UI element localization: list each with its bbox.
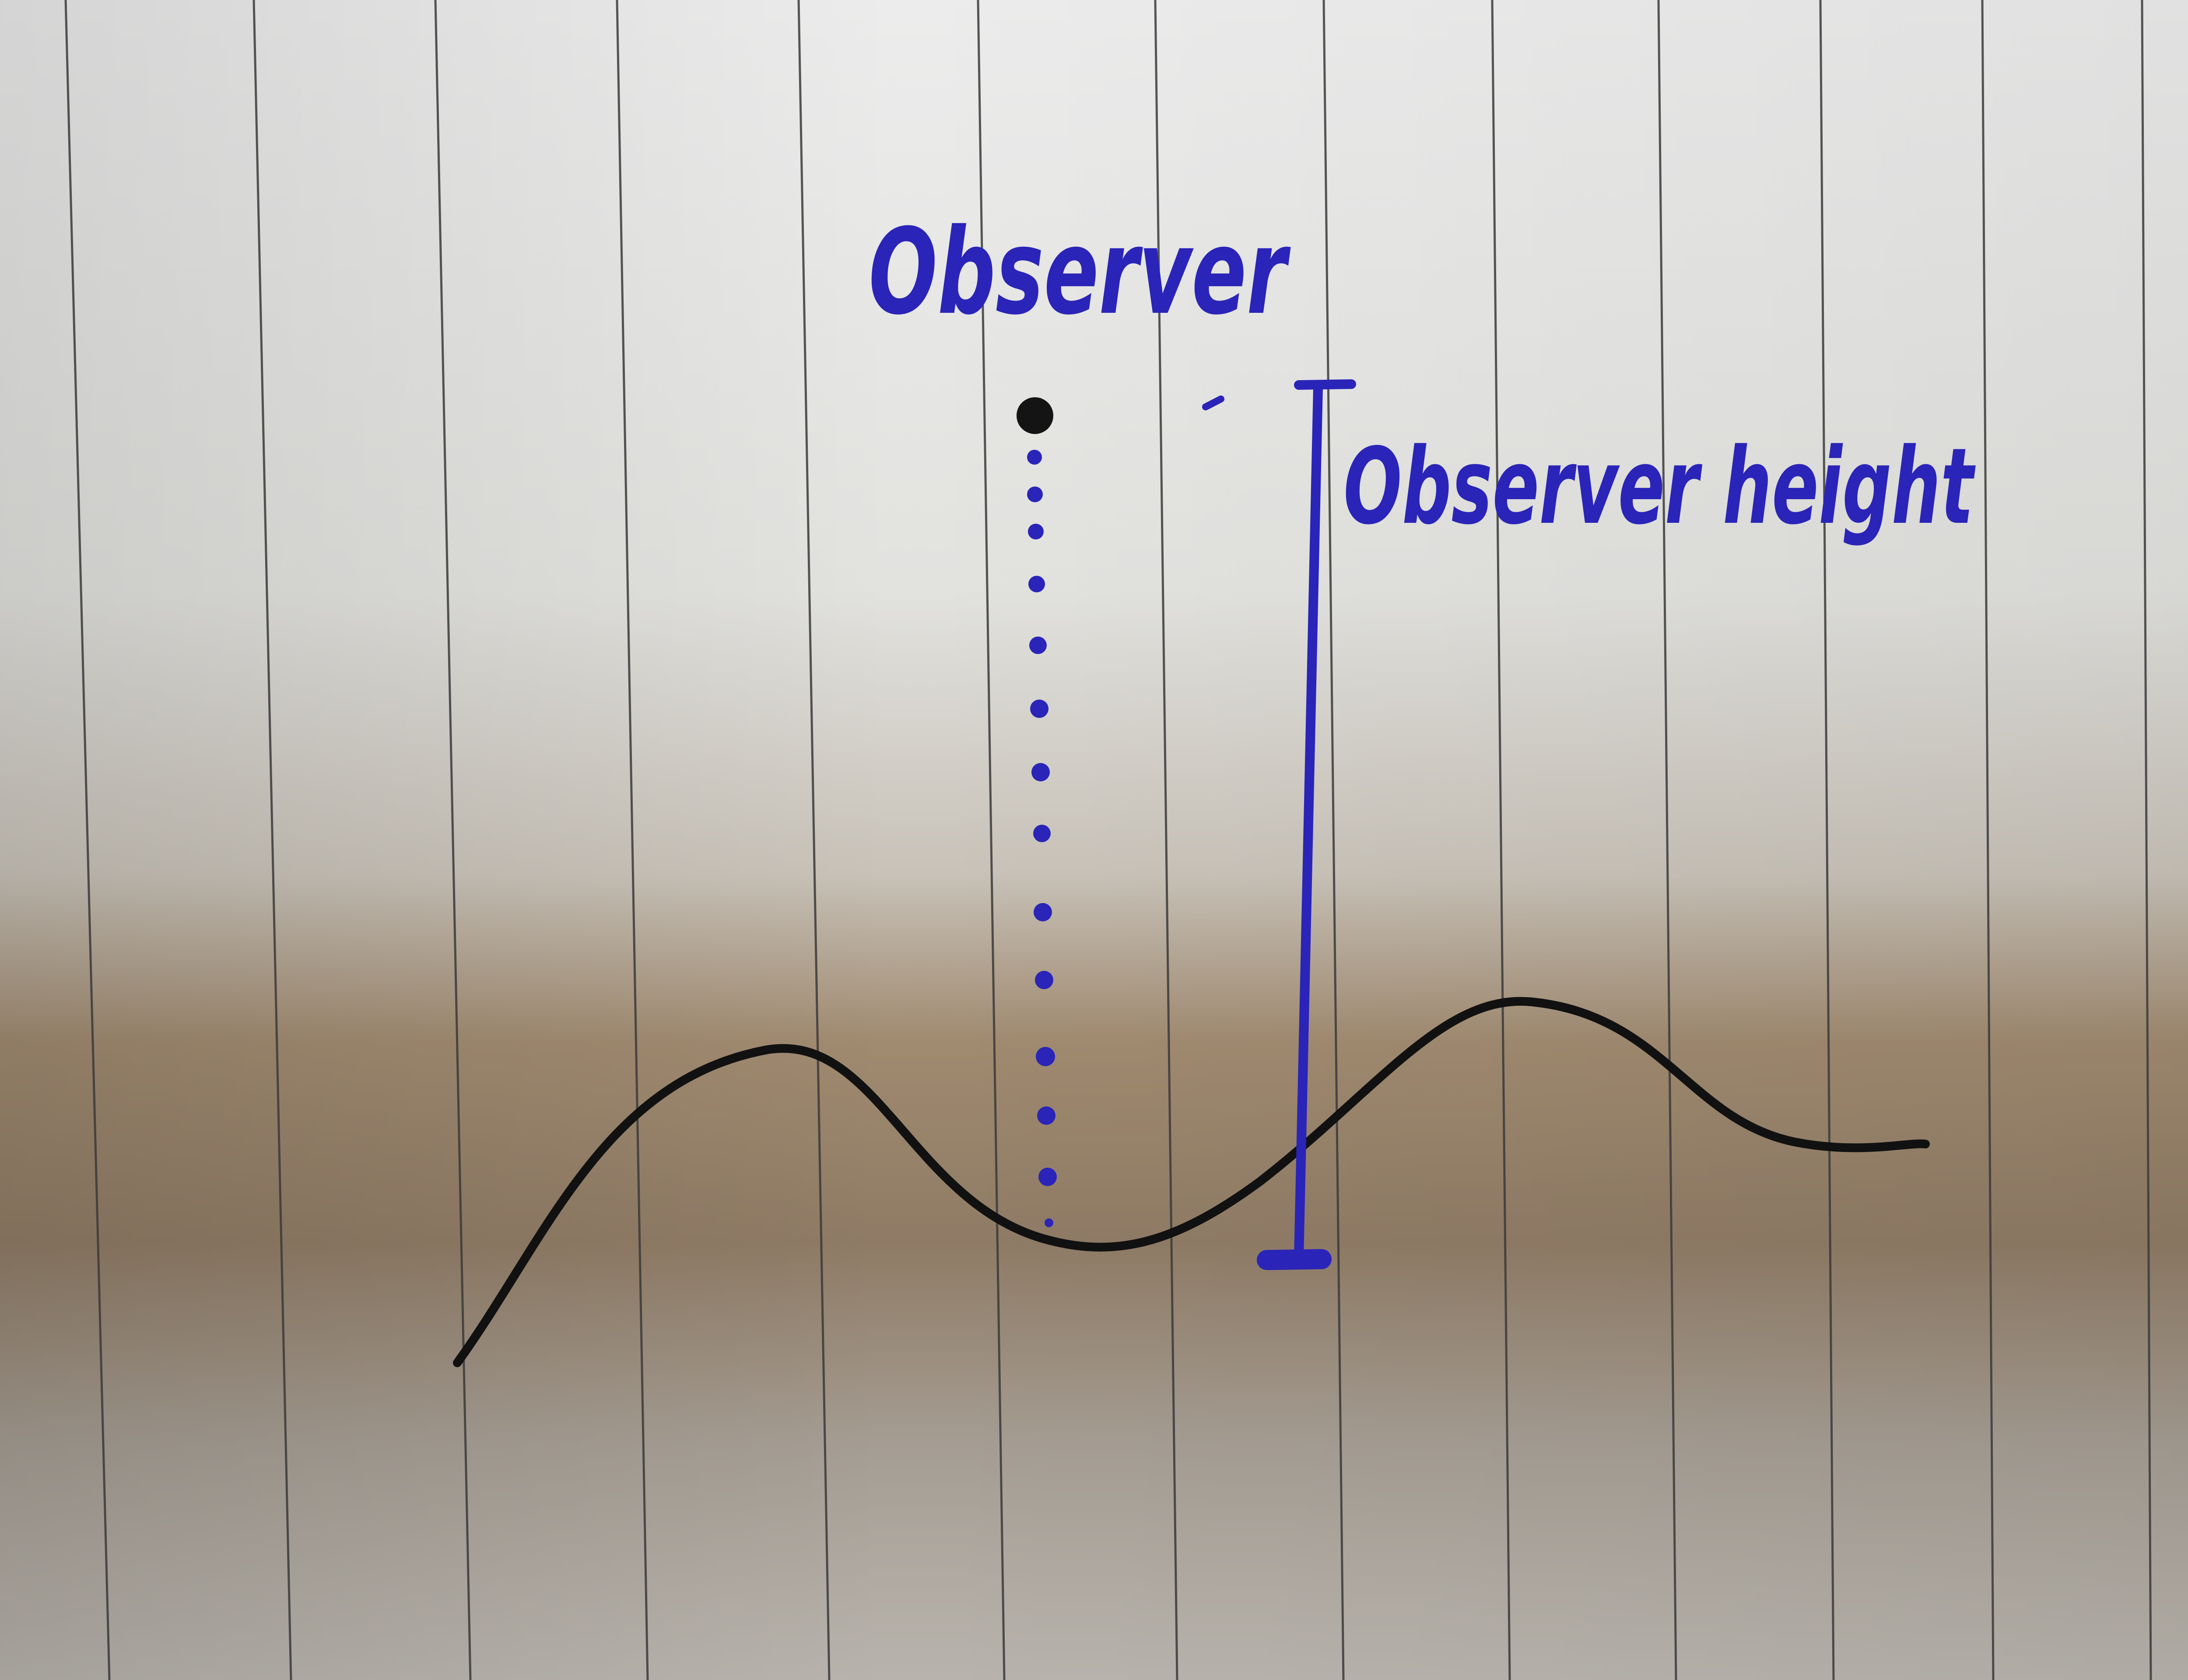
dot — [1028, 524, 1044, 539]
dot — [1035, 971, 1053, 989]
bracket-bottom-cap — [1257, 1249, 1332, 1270]
ruled-lines — [64, 0, 2152, 1680]
ruled-line — [977, 0, 1006, 1680]
terrain-curve — [453, 997, 1930, 1367]
ruled-line — [1322, 0, 1345, 1680]
ruled-line — [1491, 0, 1511, 1680]
dot — [1037, 1106, 1055, 1125]
dot — [1033, 825, 1051, 842]
dot — [1038, 1168, 1057, 1186]
dot — [1027, 450, 1042, 465]
dot — [1036, 1047, 1055, 1066]
observer-dotted-line — [1027, 450, 1057, 1227]
ruled-line — [252, 0, 292, 1680]
ruled-line — [2141, 0, 2152, 1680]
ruled-line — [1154, 0, 1178, 1680]
ruled-line — [616, 0, 649, 1680]
ruled-line — [1981, 0, 1995, 1680]
dot — [1045, 1218, 1053, 1227]
bracket-top-cap — [1294, 379, 1356, 390]
ruled-line — [64, 0, 111, 1680]
ruled-line — [1657, 0, 1677, 1680]
observer-height-bracket — [1257, 379, 1356, 1270]
ink-speck — [1202, 396, 1224, 410]
dot — [1029, 637, 1047, 654]
bracket-stem — [1294, 382, 1323, 1263]
dot — [1028, 576, 1045, 592]
dot — [1027, 486, 1043, 502]
observer-height-label: Observer height — [1343, 425, 1976, 548]
ruled-line — [797, 0, 831, 1680]
dot — [1034, 903, 1052, 921]
observer-label: Observer — [869, 203, 1291, 341]
ruled-line — [434, 0, 472, 1680]
observer-point — [1017, 397, 1053, 434]
ruled-line — [1819, 0, 1835, 1680]
dot — [1030, 700, 1048, 718]
dot — [1031, 763, 1050, 781]
